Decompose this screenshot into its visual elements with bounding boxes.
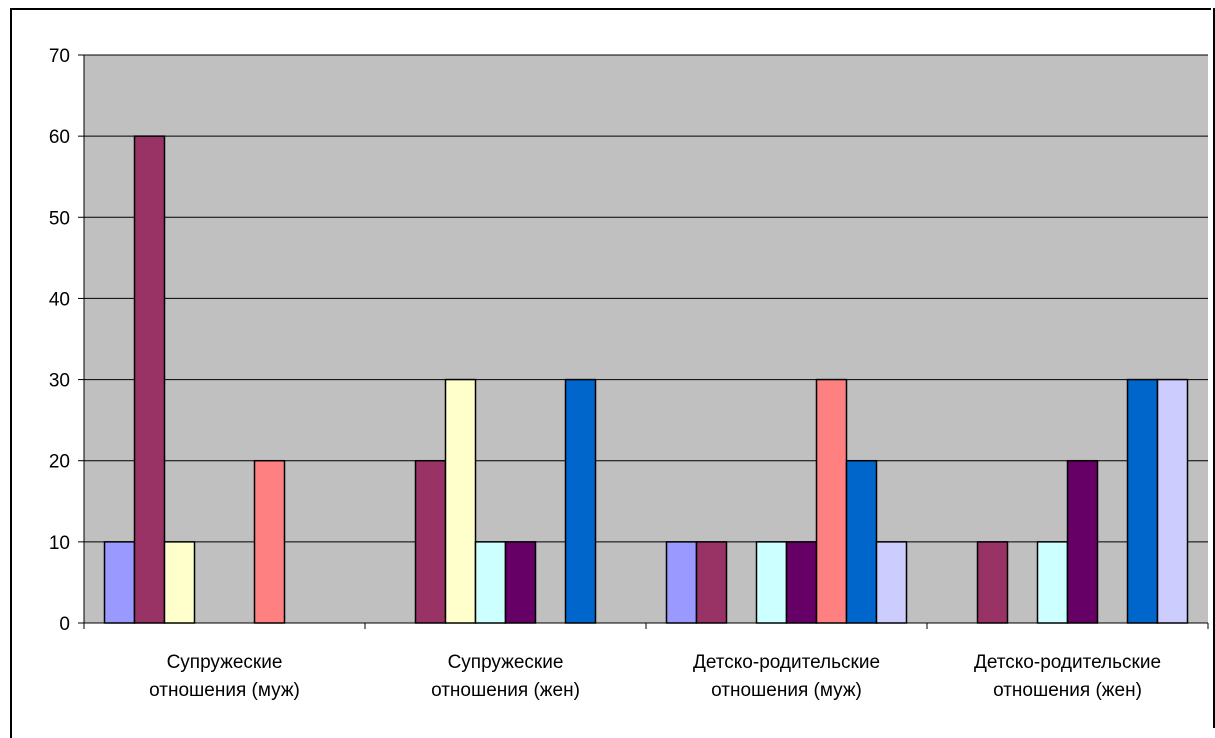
chart-frame-right-edge [1213, 8, 1215, 728]
bar-series-7-cat-2 [564, 378, 597, 624]
x-category-label: отношения (жен) [431, 680, 580, 701]
y-tick-label: 30 [49, 371, 70, 392]
bar-series-6-cat-3 [815, 378, 848, 624]
bar-series-5-cat-4 [1066, 459, 1099, 624]
bar-series-8-cat-4 [1156, 378, 1189, 624]
x-category-label: отношения (муж) [149, 680, 300, 701]
y-tick-label: 20 [49, 452, 70, 473]
bar-series-2-cat-4 [976, 541, 1009, 624]
x-tick-labels: Супружеские отношения (муж) Супружеские отн… [149, 652, 1161, 701]
bar-series-4-cat-4 [1036, 541, 1069, 624]
bar-series-1-cat-1 [103, 541, 136, 624]
bar-series-5-cat-3 [785, 541, 818, 624]
bar-series-4-cat-2 [474, 541, 507, 624]
bar-series-4-cat-3 [755, 541, 788, 624]
y-tick-label: 50 [49, 208, 70, 229]
x-category-label: Детско-родительские [974, 652, 1161, 673]
bar-series-7-cat-4 [1126, 378, 1159, 624]
bar-series-6-cat-1 [253, 459, 286, 624]
x-category-label: Супружеские [167, 652, 283, 673]
bar-series-2-cat-3 [695, 541, 728, 624]
plot-area [84, 55, 1208, 623]
bar-series-5-cat-2 [504, 541, 537, 624]
axes [78, 54, 1209, 629]
bar-series-1-cat-3 [665, 541, 698, 624]
bar-series-3-cat-1 [163, 541, 196, 624]
bar-series-2-cat-2 [414, 459, 447, 624]
bar-series-8-cat-3 [875, 541, 908, 624]
x-category-label: отношения (муж) [711, 680, 862, 701]
y-tick-label: 10 [49, 533, 70, 554]
x-category-label: Детско-родительские [693, 652, 880, 673]
y-tick-labels: 0 10 20 30 40 50 60 70 [49, 46, 70, 635]
bar-series-2-cat-1 [133, 135, 166, 624]
y-tick-label: 40 [49, 289, 70, 310]
bars [103, 135, 1189, 624]
x-category-label: Супружеские [448, 652, 564, 673]
y-tick-label: 0 [59, 614, 70, 635]
bar-series-3-cat-2 [444, 378, 477, 624]
chart-frame [10, 8, 1211, 738]
y-tick-label: 70 [49, 46, 70, 67]
x-category-label: отношения (жен) [993, 680, 1142, 701]
y-tick-label: 60 [49, 127, 70, 148]
bar-series-7-cat-3 [845, 459, 878, 624]
